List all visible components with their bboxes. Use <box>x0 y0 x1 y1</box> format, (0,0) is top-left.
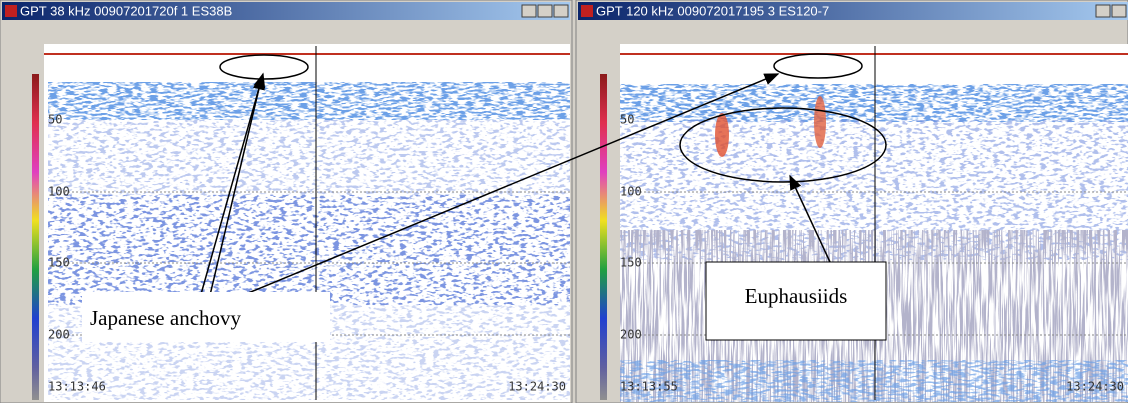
depth-label: 50 <box>620 113 634 127</box>
screen: GPT 38 kHz 00907201720f 1 ES38B 50 100 1… <box>0 0 1128 403</box>
window-left: GPT 38 kHz 00907201720f 1 ES38B 50 100 1… <box>0 0 572 403</box>
echo-layer <box>620 360 1128 402</box>
minimize-button[interactable] <box>1096 5 1110 17</box>
start-time: 13:13:55 <box>620 380 678 394</box>
color-scale <box>32 74 39 400</box>
depth-label: 200 <box>48 328 70 342</box>
window-title: GPT 38 kHz 00907201720f 1 ES38B <box>20 3 232 18</box>
echo-patch <box>715 113 729 157</box>
annotation: Euphausiids <box>745 284 848 308</box>
depth-label: 150 <box>48 256 70 270</box>
app-icon <box>5 5 17 17</box>
app-icon <box>581 5 593 17</box>
echo-layer <box>620 84 1128 122</box>
depth-label: 50 <box>48 113 62 127</box>
end-time: 13:24:30 <box>508 380 566 394</box>
echo-layer <box>48 82 570 120</box>
depth-label: 100 <box>48 185 70 199</box>
echo-layer <box>48 195 570 305</box>
annotation: Japanese anchovy <box>90 306 242 330</box>
depth-label: 100 <box>620 185 642 199</box>
maximize-button[interactable] <box>1112 5 1126 17</box>
end-time: 13:24:30 <box>1066 380 1124 394</box>
depth-label: 200 <box>620 328 642 342</box>
color-scale <box>600 74 607 400</box>
close-button[interactable] <box>554 5 568 17</box>
depth-label: 150 <box>620 256 642 270</box>
window-right: GPT 120 kHz 009072017195 3 ES120-7 50 10… <box>576 0 1128 403</box>
window-title: GPT 120 kHz 009072017195 3 ES120-7 <box>596 3 829 18</box>
maximize-button[interactable] <box>538 5 552 17</box>
minimize-button[interactable] <box>522 5 536 17</box>
echo-patch <box>814 96 826 148</box>
echo-layer <box>48 120 570 195</box>
start-time: 13:13:46 <box>48 380 106 394</box>
